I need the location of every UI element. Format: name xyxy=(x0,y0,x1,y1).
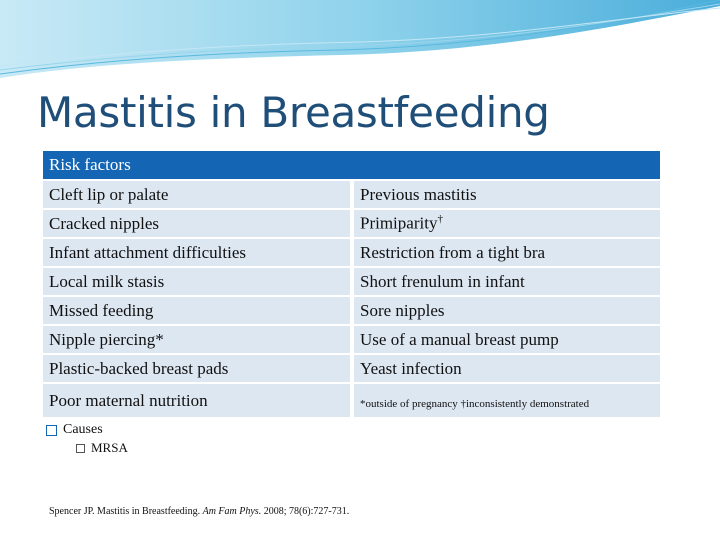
table-cell: Primiparity† xyxy=(354,208,660,237)
square-bullet-icon xyxy=(46,424,57,436)
table-row: Cracked nipples Primiparity† xyxy=(43,208,660,237)
citation: Spencer JP. Mastitis in Breastfeeding. A… xyxy=(49,506,349,517)
bullet-list: Causes MRSA xyxy=(46,422,128,456)
table-cell: Local milk stasis xyxy=(43,266,354,295)
table-footnote: *outside of pregnancy †inconsistently de… xyxy=(354,382,660,417)
table-cell: Nipple piercing* xyxy=(43,324,354,353)
slide-title: Mastitis in Breastfeeding xyxy=(37,88,550,137)
table-cell: Infant attachment difficulties xyxy=(43,237,354,266)
sub-bullet-text: MRSA xyxy=(91,440,128,455)
table-cell: Plastic-backed breast pads xyxy=(43,353,354,382)
cell-text: Primiparity xyxy=(360,213,438,233)
table-cell: Sore nipples xyxy=(354,295,660,324)
table-cell: Cracked nipples xyxy=(43,208,354,237)
table-cell: Poor maternal nutrition xyxy=(43,382,354,417)
risk-factors-table: Risk factors Cleft lip or palate Previou… xyxy=(43,151,660,417)
table-row: Poor maternal nutrition *outside of preg… xyxy=(43,382,660,417)
table-cell: Yeast infection xyxy=(354,353,660,382)
citation-prefix: Spencer JP. Mastitis in Breastfeeding. xyxy=(49,506,201,517)
bullet-text: Causes xyxy=(63,422,103,437)
citation-suffix: 2008; 78(6):727-731. xyxy=(263,506,350,517)
table-header: Risk factors xyxy=(43,151,660,179)
table-cell: Missed feeding xyxy=(43,295,354,324)
dagger-mark: † xyxy=(437,213,443,226)
table-row: Plastic-backed breast pads Yeast infecti… xyxy=(43,353,660,382)
square-bullet-icon xyxy=(76,443,85,453)
sub-bullet-item: MRSA xyxy=(76,440,128,456)
citation-journal: Am Fam Phys. xyxy=(202,506,262,517)
table-cell: Previous mastitis xyxy=(354,179,660,208)
table-cell: Restriction from a tight bra xyxy=(354,237,660,266)
table-cell: Cleft lip or palate xyxy=(43,179,354,208)
table-row: Cleft lip or palate Previous mastitis xyxy=(43,179,660,208)
table-cell: Use of a manual breast pump xyxy=(354,324,660,353)
table-row: Nipple piercing* Use of a manual breast … xyxy=(43,324,660,353)
table-cell: Short frenulum in infant xyxy=(354,266,660,295)
table-row: Missed feeding Sore nipples xyxy=(43,295,660,324)
table-row: Infant attachment difficulties Restricti… xyxy=(43,237,660,266)
bullet-item: Causes xyxy=(46,422,128,438)
table-row: Local milk stasis Short frenulum in infa… xyxy=(43,266,660,295)
decorative-wave-banner xyxy=(0,0,720,78)
